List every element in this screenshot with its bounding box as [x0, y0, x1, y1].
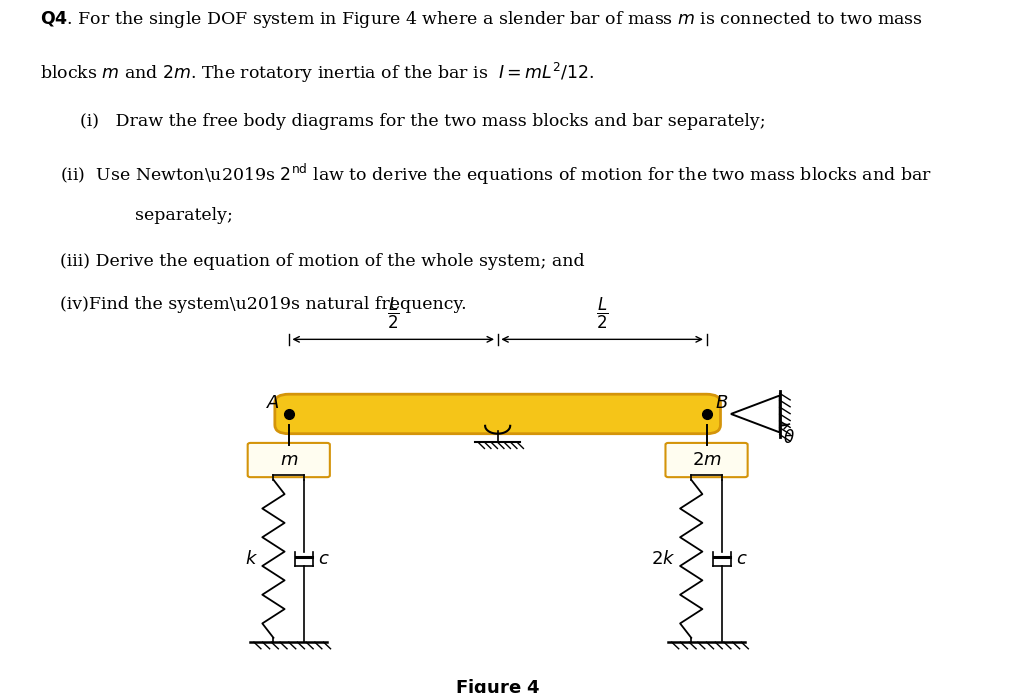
Text: $c$: $c$ — [318, 550, 330, 568]
Text: $\mathbf{Figure\ 4}$: $\mathbf{Figure\ 4}$ — [456, 677, 540, 693]
Text: (i)   Draw the free body diagrams for the two mass blocks and bar separately;: (i) Draw the free body diagrams for the … — [80, 113, 766, 130]
Text: $k$: $k$ — [245, 550, 258, 568]
Text: $m$: $m$ — [280, 451, 298, 469]
Text: $\mathbf{Q4}$. For the single DOF system in Figure 4 where a slender bar of mass: $\mathbf{Q4}$. For the single DOF system… — [40, 9, 924, 30]
Text: $A$: $A$ — [266, 394, 281, 412]
Text: $\theta$: $\theta$ — [783, 430, 795, 447]
Text: $\dfrac{L}{2}$: $\dfrac{L}{2}$ — [387, 296, 399, 331]
FancyBboxPatch shape — [248, 443, 330, 477]
Text: (iv)Find the system\u2019s natural frequency.: (iv)Find the system\u2019s natural frequ… — [60, 296, 467, 313]
FancyBboxPatch shape — [666, 443, 748, 477]
Text: $2m$: $2m$ — [692, 451, 721, 469]
FancyBboxPatch shape — [274, 394, 721, 434]
Text: blocks $m$ and $2m$. The rotatory inertia of the bar is  $I = mL^{2}/12$.: blocks $m$ and $2m$. The rotatory inerti… — [40, 61, 595, 85]
Text: $c$: $c$ — [736, 550, 748, 568]
Text: $B$: $B$ — [715, 394, 728, 412]
Text: $2k$: $2k$ — [651, 550, 676, 568]
Text: $\dfrac{L}{2}$: $\dfrac{L}{2}$ — [596, 296, 608, 331]
Text: separately;: separately; — [135, 207, 232, 225]
Text: (ii)  Use Newton\u2019s $2^{\mathrm{nd}}$ law to derive the equations of motion : (ii) Use Newton\u2019s $2^{\mathrm{nd}}$… — [60, 161, 932, 187]
Text: (iii) Derive the equation of motion of the whole system; and: (iii) Derive the equation of motion of t… — [60, 253, 585, 270]
